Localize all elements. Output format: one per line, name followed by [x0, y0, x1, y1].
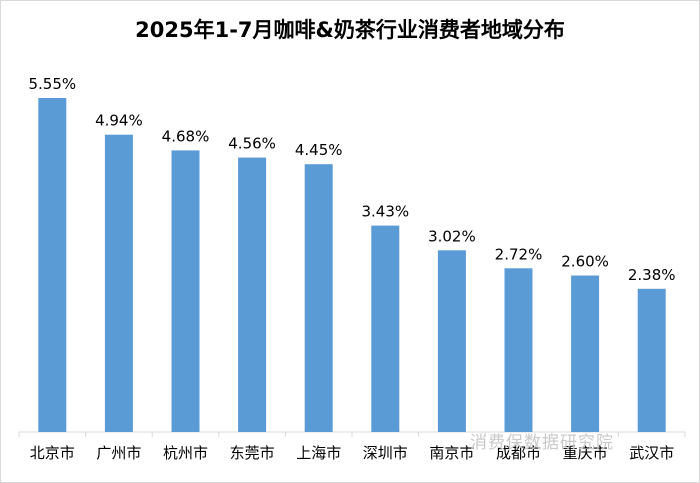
x-tick-label: 杭州市	[163, 444, 208, 462]
x-tick-label: 深圳市	[363, 444, 408, 462]
x-tick-label: 东莞市	[230, 444, 275, 462]
data-label: 4.45%	[295, 141, 343, 159]
data-label: 3.02%	[428, 227, 476, 245]
x-tick-label: 上海市	[296, 444, 341, 462]
x-tick-label: 武汉市	[629, 444, 674, 462]
x-tick-label: 重庆市	[563, 444, 608, 462]
data-label: 3.43%	[361, 203, 409, 221]
bar	[637, 288, 666, 432]
data-label: 4.68%	[162, 127, 210, 145]
data-label: 4.94%	[95, 112, 143, 130]
bar	[38, 98, 67, 432]
x-tick-label: 成都市	[496, 444, 541, 462]
bar	[238, 157, 267, 432]
data-label: 5.55%	[28, 75, 76, 93]
data-label: 2.38%	[628, 266, 676, 284]
bar	[504, 268, 533, 432]
data-label: 2.72%	[495, 245, 543, 263]
bar	[571, 275, 600, 432]
bar	[171, 150, 200, 432]
x-tick-label: 广州市	[96, 444, 141, 462]
bar	[371, 225, 400, 432]
x-tick-label: 北京市	[30, 444, 75, 462]
data-label: 2.60%	[561, 253, 609, 271]
bar	[304, 164, 333, 432]
x-tick-label: 南京市	[429, 444, 474, 462]
data-label: 4.56%	[228, 135, 276, 153]
bar	[437, 250, 466, 432]
bar	[104, 134, 133, 432]
chart-title: 2025年1-7月咖啡&奶茶行业消费者地域分布	[135, 18, 565, 42]
watermark-text: 消费保数据研究院	[470, 433, 614, 453]
